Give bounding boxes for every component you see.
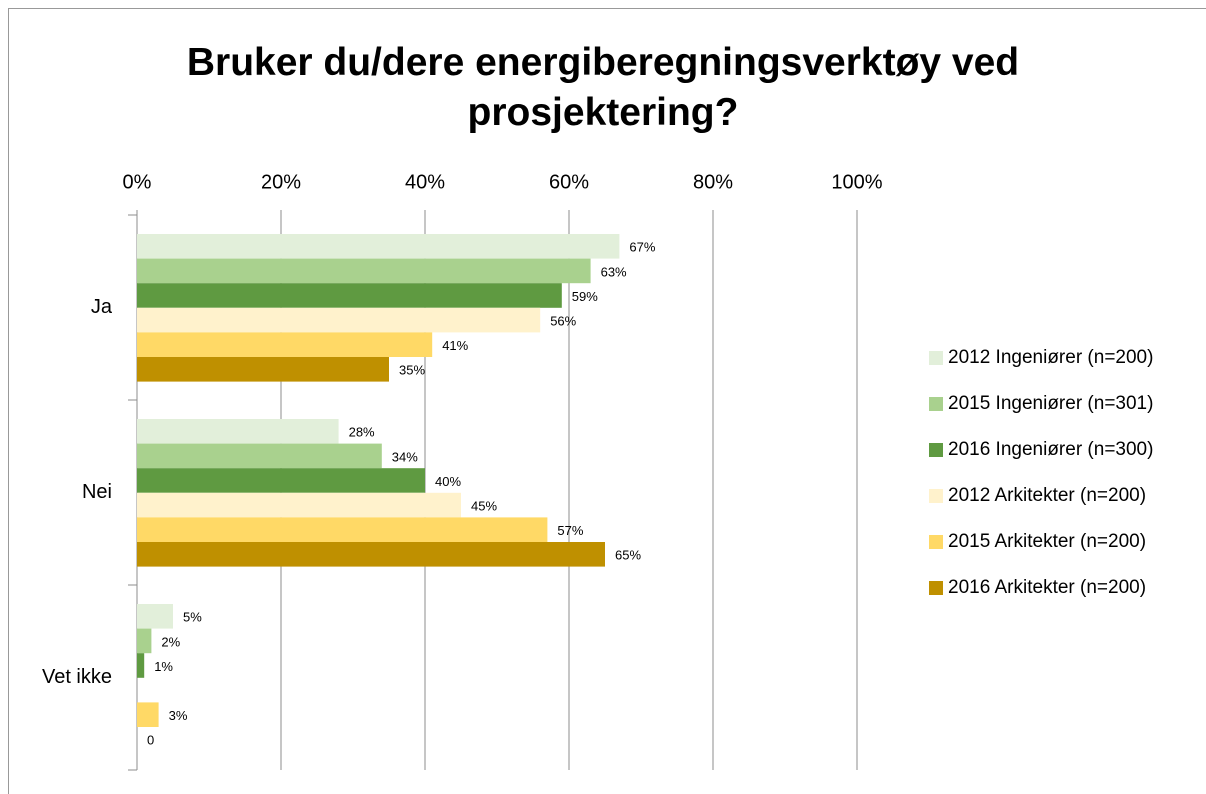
bar bbox=[137, 628, 152, 654]
data-label: 0 bbox=[147, 733, 154, 748]
chart-title: Bruker du/dere energiberegningsverktøy v… bbox=[186, 41, 1020, 134]
bar bbox=[137, 283, 562, 308]
bar bbox=[137, 542, 605, 567]
x-tick-label: 60% bbox=[549, 171, 589, 193]
data-label: 59% bbox=[572, 289, 598, 304]
legend-label: 2016 Arkitekter (n=200) bbox=[948, 577, 1146, 598]
legend-swatch bbox=[929, 397, 943, 411]
data-label: 41% bbox=[442, 338, 468, 353]
y-tick-label: Nei bbox=[82, 481, 112, 503]
legend-swatch bbox=[929, 443, 943, 457]
legend-label: 2012 Arkitekter (n=200) bbox=[948, 485, 1146, 506]
bar bbox=[137, 419, 339, 444]
data-label: 28% bbox=[349, 425, 375, 440]
bar bbox=[137, 604, 173, 629]
data-label: 67% bbox=[629, 240, 655, 255]
x-tick-label: 80% bbox=[693, 171, 733, 193]
legend-label: 2012 Ingeniører (n=200) bbox=[948, 347, 1153, 368]
x-tick-label: 40% bbox=[405, 171, 445, 193]
legend-label: 2016 Ingeniører (n=300) bbox=[948, 439, 1153, 460]
data-label: 57% bbox=[557, 523, 583, 538]
bar bbox=[137, 357, 389, 382]
data-label: 56% bbox=[550, 314, 576, 329]
y-tick-label: Vet ikke bbox=[42, 666, 112, 688]
bar bbox=[137, 234, 620, 259]
legend-swatch bbox=[929, 351, 943, 365]
data-label: 5% bbox=[183, 610, 202, 625]
bar bbox=[137, 702, 159, 727]
bar bbox=[137, 492, 461, 518]
data-label: 3% bbox=[169, 708, 188, 723]
bar bbox=[137, 468, 425, 493]
data-label: 2% bbox=[161, 634, 180, 649]
bar bbox=[137, 258, 591, 284]
data-label: 65% bbox=[615, 548, 641, 563]
legend-label: 2015 Arkitekter (n=200) bbox=[948, 531, 1146, 552]
data-label: 45% bbox=[471, 499, 497, 514]
frame bbox=[8, 8, 1206, 794]
x-tick-label: 100% bbox=[831, 171, 882, 193]
bar bbox=[137, 517, 548, 542]
data-label: 40% bbox=[435, 474, 461, 489]
bar bbox=[137, 332, 433, 357]
legend-label: 2015 Ingeniører (n=301) bbox=[948, 393, 1153, 414]
x-tick-label: 20% bbox=[261, 171, 301, 193]
legend-swatch bbox=[929, 535, 943, 549]
data-label: 1% bbox=[154, 659, 173, 674]
y-tick-label: Ja bbox=[91, 296, 113, 318]
bar bbox=[137, 653, 145, 678]
bar bbox=[137, 443, 382, 469]
bar bbox=[137, 307, 541, 333]
data-label: 34% bbox=[392, 449, 418, 464]
data-label: 63% bbox=[601, 264, 627, 279]
legend-swatch bbox=[929, 581, 943, 595]
x-tick-label: 0% bbox=[123, 171, 152, 193]
legend-swatch bbox=[929, 489, 943, 503]
data-label: 35% bbox=[399, 363, 425, 378]
